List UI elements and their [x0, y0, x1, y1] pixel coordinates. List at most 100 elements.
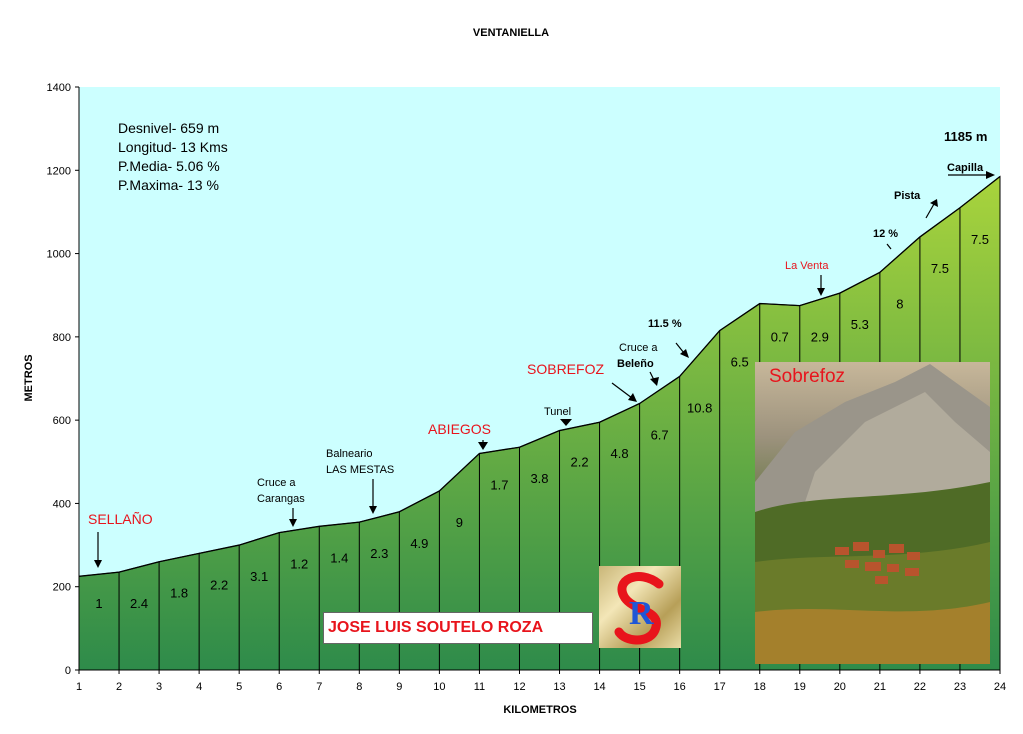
info-pendiente-maxima: P.Maxima- 13 % [118, 177, 219, 193]
y-tick-label: 0 [65, 665, 71, 677]
x-tick-label: 6 [276, 681, 282, 693]
arrow-pct-12 [886, 243, 892, 250]
x-tick-label: 7 [316, 681, 322, 693]
x-tick-label: 3 [156, 681, 162, 693]
slope-label: 5.3 [851, 317, 869, 332]
arrow-beleno [649, 371, 659, 386]
slope-label: 2.2 [210, 577, 228, 592]
x-tick-label: 12 [513, 681, 525, 693]
slope-label: 1.8 [170, 586, 188, 601]
label-sobrefoz: SOBREFOZ [527, 361, 604, 377]
slope-label: 2.2 [571, 455, 589, 470]
slope-label: 2.9 [811, 330, 829, 345]
x-tick-label: 13 [553, 681, 565, 693]
arrow-capilla [948, 171, 995, 179]
y-tick-label: 200 [53, 582, 71, 594]
slope-label: 0.7 [771, 330, 789, 345]
label-la-venta: La Venta [785, 260, 829, 272]
label-cruce-carangas-1: Cruce a [257, 477, 296, 489]
label-abiegos: ABIEGOS [428, 421, 491, 437]
x-tick-label: 17 [714, 681, 726, 693]
x-tick-label: 18 [754, 681, 766, 693]
arrow-abiegos [478, 440, 488, 450]
logo-letter: R [629, 595, 654, 632]
slope-label: 1.7 [490, 477, 508, 492]
label-pista: Pista [894, 190, 921, 202]
x-tick-label: 19 [794, 681, 806, 693]
slope-label: 1.4 [330, 550, 348, 565]
slope-label: 8 [896, 296, 903, 311]
label-pct-11-5: 11.5 % [648, 318, 682, 330]
label-tunel: Tunel [544, 406, 571, 418]
y-tick-label: 1200 [47, 165, 71, 177]
photo-title: Sobrefoz [769, 366, 846, 387]
arrow-pct-11-5 [675, 342, 689, 358]
y-tick-label: 1000 [47, 249, 71, 261]
x-tick-label: 14 [593, 681, 605, 693]
label-cruce-carangas-2: Carangas [257, 493, 305, 505]
arrow-balneario [369, 479, 377, 514]
slope-label: 7.5 [971, 232, 989, 247]
slope-label: 7.5 [931, 261, 949, 276]
slope-label: 3.1 [250, 569, 268, 584]
slope-label: 6.7 [651, 427, 669, 442]
slope-label: 6.5 [731, 355, 749, 370]
arrow-sellano [94, 532, 102, 568]
info-pendiente-media: P.Media- 5.06 % [118, 158, 220, 174]
label-balneario-2: LAS MESTAS [326, 464, 394, 476]
label-cruce-beleno-2: Beleño [617, 358, 654, 370]
x-tick-label: 24 [994, 681, 1006, 693]
y-tick-label: 1400 [47, 82, 71, 94]
x-tick-label: 2 [116, 681, 122, 693]
label-cruce-beleno-1: Cruce a [619, 342, 658, 354]
x-tick-label: 5 [236, 681, 242, 693]
info-desnivel: Desnivel- 659 m [118, 120, 219, 136]
arrow-carangas [289, 508, 297, 527]
x-tick-label: 21 [874, 681, 886, 693]
y-axis-title: METROS [23, 354, 35, 401]
x-tick-label: 1 [76, 681, 82, 693]
slope-label: 9 [456, 515, 463, 530]
x-tick-label: 11 [474, 681, 485, 693]
slope-label: 1.2 [290, 557, 308, 572]
slope-label: 3.8 [530, 471, 548, 486]
y-tick-label: 600 [53, 415, 71, 427]
slope-label: 1 [95, 596, 102, 611]
label-summit-altitude: 1185 m [944, 129, 987, 144]
profile-line [78, 176, 1001, 577]
slope-label: 2.4 [130, 596, 148, 611]
slope-labels: 1 2.4 1.8 2.2 3.1 1.2 1.4 2.3 4.9 9 1.7 3.8 2.2 4.8 6.… [95, 232, 989, 611]
x-tick-label: 15 [633, 681, 645, 693]
arrow-pista [925, 199, 938, 219]
chart-title: VENTANIELLA [473, 27, 549, 39]
info-longitud: Longitud- 13 Kms [118, 139, 228, 155]
y-tick-label: 400 [53, 498, 71, 510]
slope-label: 4.9 [410, 536, 428, 551]
arrow-tunel [560, 419, 572, 426]
label-pct-12: 12 % [873, 228, 898, 240]
x-tick-label: 20 [834, 681, 846, 693]
arrow-sobrefoz [611, 382, 637, 402]
village-photo-image [755, 364, 990, 664]
slope-label: 2.3 [370, 546, 388, 561]
village-photo: Sobrefoz [755, 362, 990, 664]
label-sellano: SELLAÑO [88, 511, 153, 527]
author-name-box: JOSE LUIS SOUTELO ROZA [323, 612, 593, 644]
x-ticks: 1 2 3 4 5 6 7 8 9 10 11 12 13 14 15 16 17 18 19 20 21 22 23 24 [76, 670, 1006, 693]
x-tick-label: 4 [196, 681, 202, 693]
label-capilla: Capilla [947, 162, 984, 174]
y-ticks: 0 200 400 600 800 1000 1200 1400 [47, 82, 79, 677]
x-tick-label: 9 [396, 681, 402, 693]
label-balneario-1: Balneario [326, 448, 372, 460]
x-axis-title: KILOMETROS [503, 704, 576, 716]
x-tick-label: 10 [433, 681, 445, 693]
x-tick-label: 16 [674, 681, 686, 693]
logo: R [599, 566, 681, 648]
x-tick-label: 8 [356, 681, 362, 693]
slope-label: 4.8 [611, 446, 629, 461]
x-tick-label: 23 [954, 681, 966, 693]
arrow-la-venta [817, 275, 825, 296]
slope-label: 10.8 [687, 400, 712, 415]
x-tick-label: 22 [914, 681, 926, 693]
y-tick-label: 800 [53, 332, 71, 344]
